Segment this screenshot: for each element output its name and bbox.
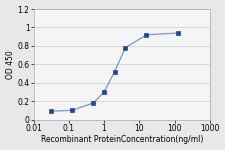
X-axis label: Recombinant ProteinConcentration(ng/ml): Recombinant ProteinConcentration(ng/ml) — [40, 135, 203, 144]
Y-axis label: OD 450: OD 450 — [6, 50, 15, 79]
